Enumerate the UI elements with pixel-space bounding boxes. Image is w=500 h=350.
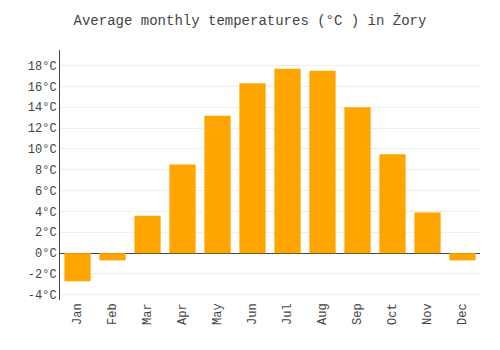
svg-text:Feb: Feb [106,303,120,325]
svg-text:18°C: 18°C [28,60,57,74]
svg-text:10°C: 10°C [28,143,57,157]
svg-text:6°C: 6°C [35,185,57,199]
svg-text:Sep: Sep [351,303,365,325]
svg-text:Nov: Nov [421,303,435,325]
svg-text:Jan: Jan [71,303,85,325]
svg-text:8°C: 8°C [35,164,57,178]
svg-text:12°C: 12°C [28,122,57,136]
svg-text:Mar: Mar [141,303,155,325]
svg-text:Apr: Apr [176,303,190,325]
svg-text:0°C: 0°C [35,247,57,261]
svg-text:Jun: Jun [246,303,260,325]
svg-text:2°C: 2°C [35,226,57,240]
svg-text:Jul: Jul [281,303,295,325]
svg-text:4°C: 4°C [35,206,57,220]
svg-text:Oct: Oct [386,303,400,325]
svg-text:-4°C: -4°C [28,289,57,303]
svg-text:May: May [211,303,225,325]
svg-text:14°C: 14°C [28,101,57,115]
svg-text:Average monthly temperatures (: Average monthly temperatures (°C ) in Żo… [74,12,427,29]
svg-text:-2°C: -2°C [28,268,57,282]
svg-text:Aug: Aug [316,303,330,325]
svg-text:16°C: 16°C [28,81,57,95]
svg-text:Dec: Dec [456,303,470,325]
